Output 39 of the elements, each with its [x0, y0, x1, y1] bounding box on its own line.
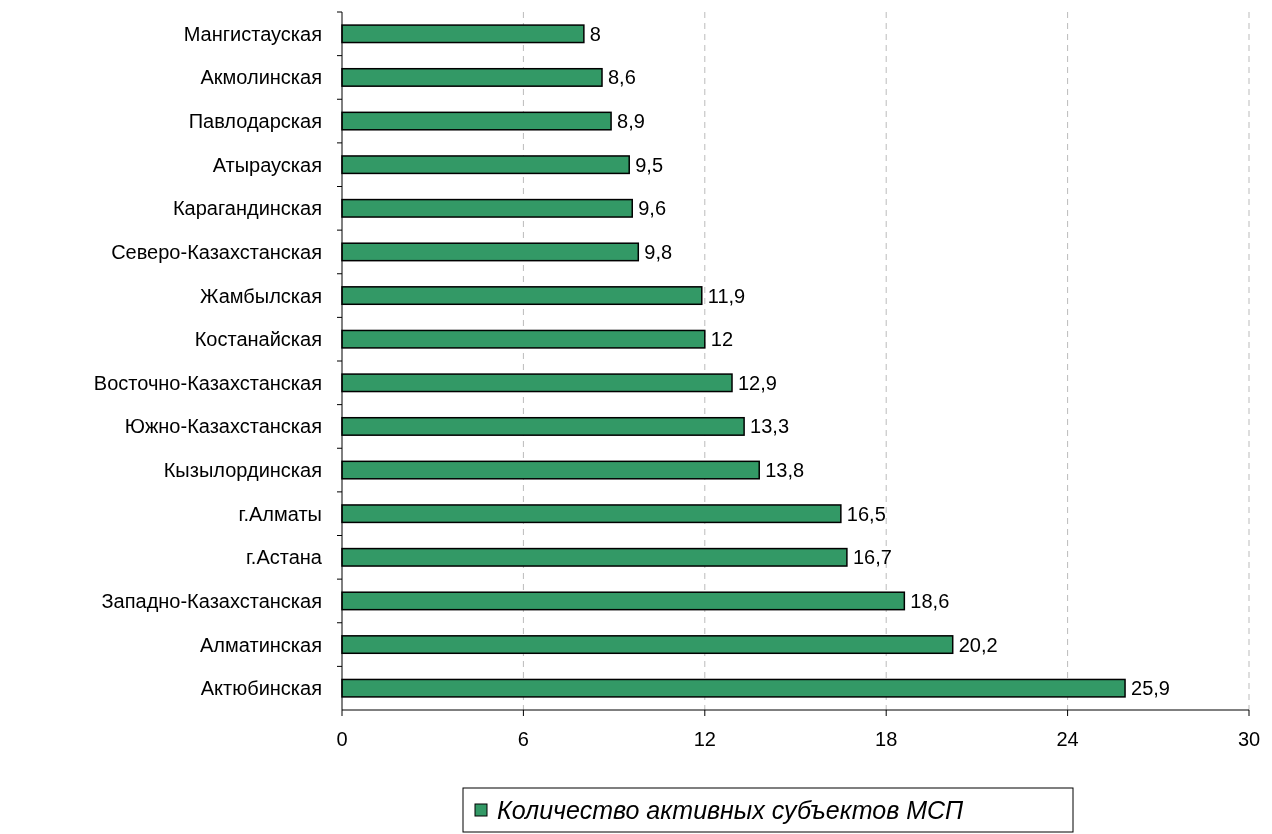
- data-label: 18,6: [910, 589, 950, 612]
- y-tick-label: Костанайская: [194, 328, 322, 351]
- y-tick-label: г.Алматы: [238, 502, 322, 525]
- data-label: 11,9: [707, 284, 746, 307]
- y-tick-label: Карагандинская: [172, 197, 322, 220]
- y-tick-label: Атырауская: [212, 153, 322, 176]
- y-tick-label: Алматинская: [200, 633, 322, 656]
- y-tick-label: Акмолинская: [200, 66, 322, 89]
- data-label: 16,7: [852, 546, 892, 569]
- x-tick-label: 12: [693, 728, 716, 750]
- y-tick-label: Восточно-Казахстанская: [93, 371, 322, 394]
- y-tick-label: Актюбинская: [200, 677, 322, 700]
- data-label: 8: [589, 22, 601, 45]
- data-label: 8,9: [617, 110, 645, 133]
- y-tick-label: Южно-Казахстанская: [124, 415, 322, 438]
- y-tick-label: Кызылординская: [163, 459, 322, 482]
- data-label: 12: [710, 328, 734, 351]
- data-label: 12,9: [738, 371, 777, 394]
- x-tick-label: 18: [875, 728, 898, 750]
- legend-label: Количество активных субъектов МСП: [497, 795, 965, 824]
- x-tick-label: 24: [1056, 728, 1079, 750]
- y-tick-label: Жамбылская: [200, 284, 322, 307]
- data-label: 25,9: [1131, 677, 1170, 700]
- x-tick-label: 6: [517, 728, 529, 750]
- data-label: 13,3: [750, 415, 790, 438]
- data-label: 8,6: [608, 66, 636, 89]
- x-tick-label: 0: [336, 728, 348, 750]
- data-label: 16,5: [846, 502, 886, 525]
- x-tick-label: 30: [1237, 728, 1261, 750]
- y-tick-label: Западно-Казахстанская: [101, 589, 322, 612]
- y-tick-label: Павлодарская: [188, 110, 322, 133]
- data-label: 9,8: [644, 240, 673, 263]
- data-label: 20,2: [958, 633, 998, 656]
- y-tick-label: Мангистауская: [183, 22, 322, 45]
- y-tick-label: Северо-Казахстанская: [111, 240, 322, 263]
- data-label: 9,5: [635, 153, 664, 176]
- y-tick-label: г.Астана: [246, 546, 323, 569]
- data-label: 9,6: [638, 197, 667, 220]
- data-label: 13,8: [765, 459, 805, 482]
